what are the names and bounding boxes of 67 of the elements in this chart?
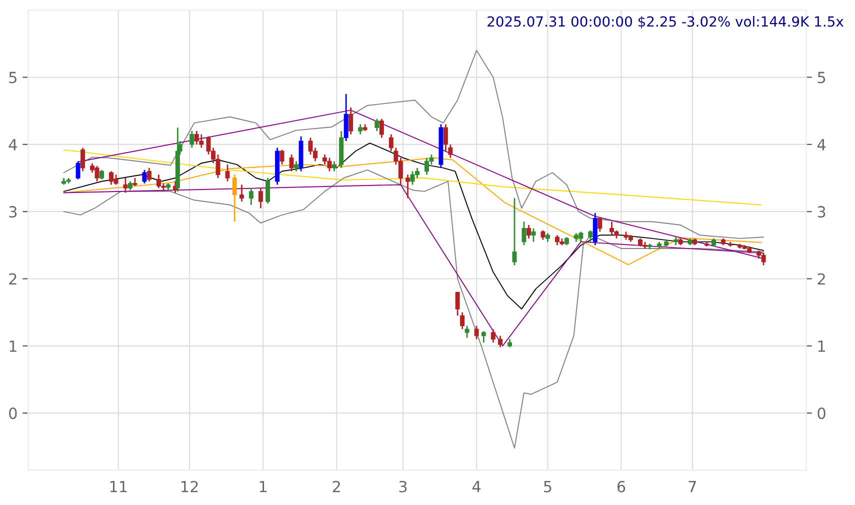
candlestick (490, 328, 496, 344)
x-tick-label: 4 (472, 481, 481, 492)
candlestick (280, 149, 284, 166)
y2-tick-label: 3 (818, 206, 826, 218)
candlestick (540, 230, 546, 240)
x-tick-label: 3 (399, 480, 407, 492)
candlestick (225, 164, 230, 182)
candlestick (414, 167, 420, 179)
candlestick (100, 169, 104, 180)
candlestick (406, 174, 410, 199)
candlestick (76, 160, 80, 180)
x-tick-label: 7 (688, 481, 696, 492)
line-series (63, 142, 764, 310)
candlestick (358, 124, 363, 136)
candlestick (146, 167, 152, 182)
y2-tick-label: 4 (817, 139, 826, 150)
candlestick (388, 134, 394, 152)
candlestick (531, 228, 536, 242)
candlestick (80, 147, 86, 172)
x-tick-label: 5 (544, 481, 552, 492)
candlestick (344, 93, 348, 142)
candlestick (481, 330, 486, 344)
candlestick (348, 106, 354, 136)
candlestick (294, 160, 299, 172)
candlestick (379, 118, 384, 138)
candlestick (232, 174, 237, 222)
x-tick-label: 12 (181, 480, 198, 492)
candlestick (522, 220, 526, 246)
y-tick-label: 0 (9, 408, 17, 420)
candlestick (598, 216, 602, 232)
y-tick-label: 5 (9, 72, 16, 84)
y2-tick-label: 1 (818, 340, 825, 352)
candlestick (474, 325, 479, 340)
candlestick (248, 187, 254, 206)
line-series (63, 157, 762, 266)
candlestick (374, 118, 380, 132)
x-tick-label: 11 (110, 481, 127, 492)
candlestick (258, 187, 263, 209)
candlestick (332, 160, 336, 172)
candlestick (498, 335, 503, 348)
x-tick-label: 2 (332, 480, 340, 492)
y2-tick-label: 5 (818, 72, 826, 84)
candlestick (239, 184, 244, 202)
candlestick (190, 130, 194, 148)
y-tick-label: 4 (8, 139, 17, 150)
chart-title: 2025.07.31 00:00:00 $2.25 -3.02% vol:144.9K 1.5x (488, 16, 844, 29)
candlestick (455, 291, 460, 316)
candlestick (464, 325, 470, 339)
line-series (63, 169, 764, 448)
candlestick (266, 177, 270, 204)
candlestick (512, 197, 517, 266)
candlestick (289, 154, 294, 172)
y-tick-label: 2 (9, 273, 16, 285)
candlestick (123, 177, 128, 194)
x-tick-label: 1 (260, 481, 267, 492)
y-tick-label: 1 (10, 340, 16, 352)
candlestick (460, 312, 465, 330)
candlestick (526, 224, 531, 240)
candlestick (142, 169, 147, 184)
y2-tick-label: 0 (818, 408, 826, 420)
candlestick (592, 212, 598, 246)
x-tick-label: 6 (617, 480, 626, 492)
line-series (63, 50, 764, 239)
line-series (63, 149, 762, 206)
y2-tick-label: 2 (818, 273, 825, 285)
candlestick (588, 230, 593, 242)
y-tick-label: 3 (9, 206, 17, 218)
